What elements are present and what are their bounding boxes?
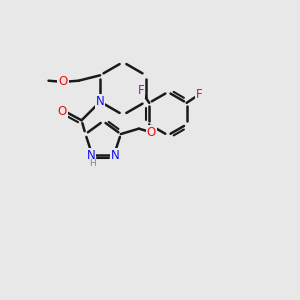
Text: F: F: [137, 84, 144, 97]
Text: N: N: [87, 149, 95, 162]
Text: N: N: [111, 149, 120, 162]
Text: O: O: [58, 75, 68, 88]
Text: O: O: [58, 105, 67, 119]
Text: N: N: [96, 95, 104, 108]
Text: O: O: [147, 126, 156, 139]
Text: F: F: [196, 88, 202, 101]
Text: H: H: [89, 159, 96, 168]
